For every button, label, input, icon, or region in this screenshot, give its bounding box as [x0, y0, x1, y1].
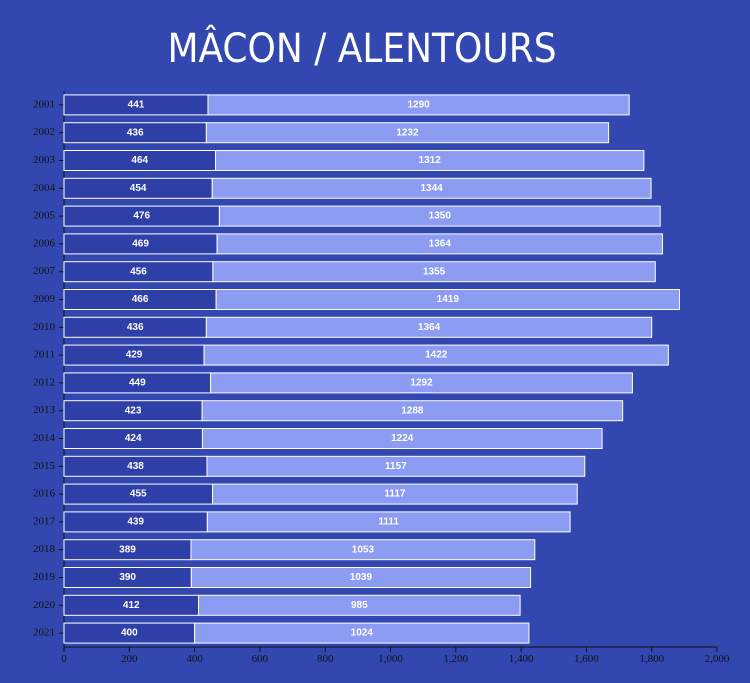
y-tick-label: 2012	[33, 376, 55, 388]
bar-segment	[201, 400, 624, 422]
value-label: 476	[133, 211, 150, 222]
value-label: 454	[130, 183, 147, 194]
value-label: 1232	[396, 127, 419, 138]
y-tick-label: 2001	[33, 98, 55, 110]
y-tick-label: 2010	[33, 321, 56, 333]
value-label: 456	[130, 266, 147, 277]
x-tick-label: 800	[317, 653, 334, 665]
value-label: 1364	[418, 322, 441, 333]
value-label: 441	[128, 100, 145, 111]
value-label: 1290	[407, 100, 430, 111]
y-tick-label: 2021	[33, 627, 55, 639]
bar-segment	[218, 205, 661, 227]
bar-segment	[215, 289, 680, 310]
x-tick-label: 1,400	[509, 653, 534, 665]
value-label: 436	[127, 127, 144, 138]
y-tick-label: 2016	[33, 488, 56, 500]
value-label: 1111	[378, 517, 399, 528]
value-label: 469	[132, 239, 149, 250]
bar-segment	[216, 233, 663, 255]
y-tick-label: 2013	[33, 404, 56, 416]
bar-segment	[194, 622, 530, 644]
bar-segment	[190, 539, 536, 561]
x-tick-label: 2,000	[705, 653, 730, 665]
y-tick-label: 2004	[33, 182, 56, 194]
value-label: 389	[119, 544, 136, 555]
value-label: 1157	[385, 461, 407, 472]
value-label: 1419	[437, 294, 460, 305]
value-label: 412	[123, 600, 140, 611]
value-label: 985	[351, 600, 368, 611]
value-label: 424	[125, 433, 142, 444]
value-label: 1422	[425, 350, 448, 361]
x-tick-label: 200	[121, 653, 138, 665]
value-label: 436	[127, 322, 144, 333]
x-tick-label: 600	[252, 653, 269, 665]
value-label: 455	[130, 489, 147, 500]
value-label: 400	[121, 628, 138, 639]
chart-title: MÂCON / ALENTOURS	[167, 24, 556, 72]
value-label: 1312	[419, 155, 442, 166]
bar-segment	[201, 428, 603, 449]
x-tick-label: 1,800	[639, 653, 664, 665]
value-label: 466	[132, 294, 149, 305]
x-tick-label: 400	[186, 653, 203, 665]
value-label: 438	[127, 461, 144, 472]
x-tick-label: 1,600	[574, 653, 599, 665]
y-tick-label: 2002	[33, 126, 55, 138]
value-label: 1350	[429, 211, 452, 222]
x-tick-label: 0	[61, 653, 67, 665]
value-label: 1053	[352, 544, 375, 555]
bar-segment	[205, 316, 653, 338]
value-label: 429	[126, 350, 143, 361]
y-tick-label: 2007	[33, 265, 56, 277]
bar-segment	[190, 567, 532, 588]
y-tick-label: 2005	[33, 210, 56, 222]
x-tick-label: 1,000	[378, 653, 403, 665]
value-label: 1355	[423, 266, 446, 277]
bar-segment	[198, 594, 521, 616]
value-label: 1117	[384, 489, 406, 500]
value-label: 1292	[410, 378, 433, 389]
y-tick-label: 2019	[33, 571, 56, 583]
y-tick-label: 2018	[33, 543, 56, 555]
value-label: 449	[129, 378, 146, 389]
value-label: 1288	[401, 405, 424, 416]
y-tick-label: 2015	[33, 460, 56, 472]
bar-segment	[212, 483, 578, 505]
y-tick-label: 2011	[33, 349, 55, 361]
bar-segment	[212, 261, 656, 283]
value-label: 464	[131, 155, 148, 166]
bar-segment	[211, 177, 652, 199]
value-label: 1024	[351, 628, 374, 639]
y-tick-label: 2003	[33, 154, 56, 166]
value-label: 1344	[421, 183, 444, 194]
y-tick-label: 2020	[33, 599, 56, 611]
bar-segment	[206, 455, 586, 477]
bar-segment	[206, 511, 571, 533]
value-label: 1039	[350, 572, 373, 583]
value-label: 423	[125, 405, 142, 416]
value-label: 390	[119, 572, 136, 583]
bar-segment	[205, 122, 610, 144]
value-label: 1364	[429, 239, 452, 250]
bar-segment	[210, 372, 633, 394]
y-tick-label: 2006	[33, 237, 56, 249]
y-tick-label: 2009	[33, 293, 56, 305]
bar-segment	[214, 150, 645, 171]
value-label: 439	[127, 517, 144, 528]
x-tick-label: 1,200	[443, 653, 468, 665]
bar-segment	[207, 94, 630, 116]
value-label: 1224	[391, 433, 414, 444]
y-tick-label: 2014	[33, 432, 56, 444]
y-tick-label: 2017	[33, 515, 56, 527]
bar-segment	[203, 344, 669, 366]
